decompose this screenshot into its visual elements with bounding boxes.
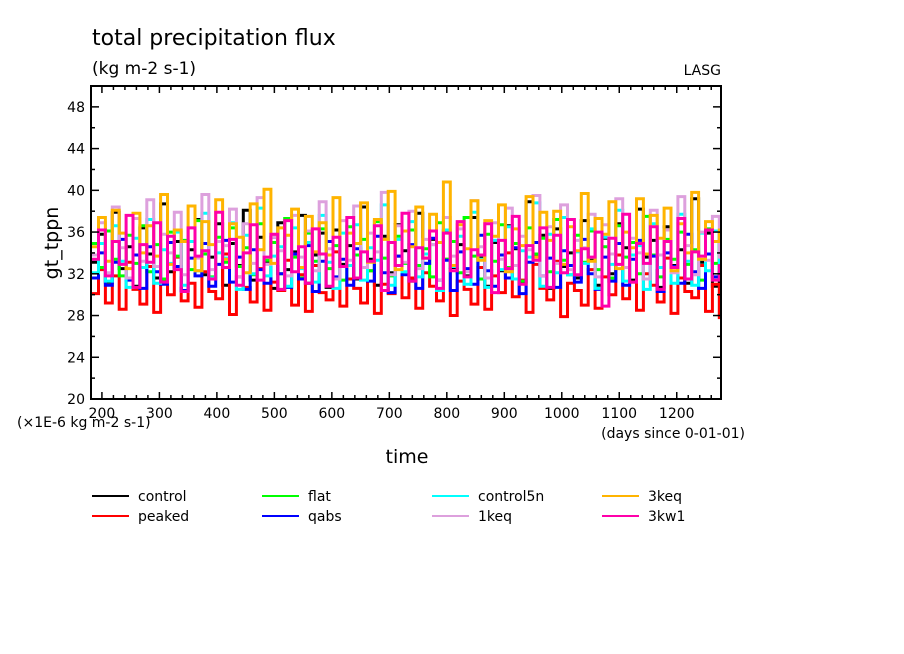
y-tick-label: 44 bbox=[67, 142, 85, 158]
x-tick-label: 600 bbox=[318, 406, 345, 422]
y-tick-label: 32 bbox=[67, 267, 85, 283]
x-tick-label: 1200 bbox=[659, 406, 695, 422]
legend-label: flat bbox=[308, 489, 331, 505]
y-tick-label: 20 bbox=[67, 392, 85, 408]
y-tick-label: 24 bbox=[67, 350, 85, 366]
legend: control peaked flat qabs control5n 1keq 3keq 3k… bbox=[92, 489, 685, 525]
y-tick-label: 40 bbox=[67, 183, 85, 199]
legend-item-control: control bbox=[92, 489, 187, 505]
y-tick-label: 28 bbox=[67, 309, 85, 325]
credit-label: LASG bbox=[684, 63, 721, 79]
x-axis-units: (days since 0-01-01) bbox=[601, 426, 745, 442]
series-line-peaked bbox=[91, 250, 721, 320]
x-tick-label: 200 bbox=[89, 406, 116, 422]
series-line-3keq bbox=[91, 180, 721, 275]
x-tick-label: 500 bbox=[261, 406, 288, 422]
plot-frame bbox=[90, 85, 722, 400]
y-scale-note: (×1E-6 kg m-2 s-1) bbox=[17, 415, 151, 431]
x-axis-label: time bbox=[386, 446, 429, 468]
x-tick-label: 1100 bbox=[601, 406, 637, 422]
legend-label: qabs bbox=[308, 509, 342, 525]
x-tick-label: 900 bbox=[491, 406, 518, 422]
legend-label: 1keq bbox=[478, 509, 512, 525]
legend-item-3kw1: 3kw1 bbox=[602, 509, 685, 525]
legend-item-qabs: qabs bbox=[262, 509, 342, 525]
legend-label: control5n bbox=[478, 489, 544, 505]
legend-label: control bbox=[138, 489, 187, 505]
legend-item-flat: flat bbox=[262, 489, 331, 505]
x-tick-label: 1000 bbox=[544, 406, 580, 422]
legend-label: 3keq bbox=[648, 489, 682, 505]
legend-item-control5n: control5n bbox=[432, 489, 544, 505]
legend-item-3keq: 3keq bbox=[602, 489, 682, 505]
x-tick-label: 300 bbox=[146, 406, 173, 422]
series-layer bbox=[91, 180, 721, 320]
legend-label: 3kw1 bbox=[648, 509, 685, 525]
series-line-1keq bbox=[91, 190, 721, 282]
y-axis-label: gt_tppn bbox=[41, 207, 63, 280]
chart-title: total precipitation flux bbox=[92, 26, 336, 51]
series-line-3kw1 bbox=[91, 210, 721, 308]
legend-item-peaked: peaked bbox=[92, 509, 189, 525]
y-tick-label: 48 bbox=[67, 100, 85, 116]
chart-subtitle: (kg m-2 s-1) bbox=[92, 59, 196, 79]
x-tick-label: 400 bbox=[204, 406, 231, 422]
x-tick-label: 700 bbox=[376, 406, 403, 422]
x-tick-label: 800 bbox=[433, 406, 460, 422]
legend-item-1keq: 1keq bbox=[432, 509, 512, 525]
axis-layer: 200 300 400 500 600 700 800 900 1000 1100 1200 20 24… bbox=[67, 85, 722, 422]
legend-label: peaked bbox=[138, 509, 189, 525]
y-tick-label: 36 bbox=[67, 225, 85, 241]
